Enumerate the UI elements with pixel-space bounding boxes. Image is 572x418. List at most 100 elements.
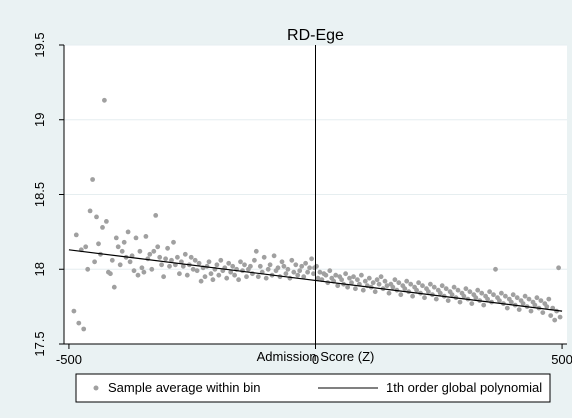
data-point (190, 266, 196, 272)
data-point (216, 272, 222, 278)
x-tick-label: 500 (551, 352, 572, 367)
data-point (485, 296, 490, 302)
y-tick-label: 19.5 (32, 32, 47, 57)
data-point (439, 283, 445, 289)
data-point (455, 287, 461, 293)
data-point (117, 262, 123, 268)
scatter-series (71, 97, 563, 332)
data-point (194, 268, 200, 274)
data-point (198, 278, 204, 284)
data-point (528, 308, 534, 314)
data-point (175, 254, 180, 260)
data-point (159, 262, 165, 268)
data-point (188, 254, 194, 260)
data-point (303, 260, 308, 266)
data-point (143, 234, 149, 239)
data-point (248, 263, 253, 269)
data-point (311, 271, 316, 277)
data-point (532, 302, 538, 308)
data-point (433, 296, 439, 302)
data-point (301, 274, 307, 280)
data-point (177, 271, 182, 277)
data-point (87, 208, 93, 214)
data-point (218, 257, 224, 263)
data-point (314, 263, 319, 269)
fit-line (68, 249, 563, 312)
data-point (149, 266, 155, 272)
data-point (475, 287, 481, 293)
data-point (255, 274, 261, 280)
data-point (359, 272, 364, 278)
data-point (180, 263, 186, 269)
data-point (171, 239, 176, 245)
data-point (102, 97, 107, 103)
data-point (96, 241, 101, 247)
data-point (362, 278, 368, 284)
data-point (333, 272, 339, 278)
data-point (100, 225, 105, 230)
data-point (374, 277, 380, 283)
data-point (94, 214, 99, 220)
data-point (125, 229, 131, 235)
data-point (508, 299, 514, 305)
data-point (538, 298, 544, 303)
data-point (127, 259, 133, 265)
data-point (552, 317, 558, 323)
data-point (526, 296, 532, 302)
data-point (309, 256, 314, 262)
y-tick-label: 19 (32, 113, 47, 127)
data-point (366, 275, 372, 281)
data-point (139, 265, 145, 271)
data-point (271, 253, 277, 259)
data-point (155, 244, 161, 250)
data-point (360, 287, 366, 293)
data-point (236, 277, 242, 283)
data-point (378, 274, 384, 280)
data-point (457, 299, 463, 305)
data-point (90, 177, 95, 182)
data-point (522, 293, 528, 299)
data-point (499, 290, 504, 296)
data-point (514, 295, 520, 301)
data-point (463, 286, 469, 292)
data-point (167, 263, 172, 269)
data-point (267, 262, 273, 268)
data-point (285, 266, 291, 272)
y-tick-label: 18 (32, 262, 47, 276)
data-point (275, 265, 281, 271)
data-point (516, 307, 522, 312)
data-point (153, 213, 159, 218)
data-point (111, 284, 117, 290)
data-point (252, 257, 257, 263)
data-point (414, 287, 419, 293)
data-point (85, 266, 91, 272)
legend-label-scatter: Sample average within bin (108, 380, 260, 395)
data-point (548, 313, 554, 318)
data-point (353, 286, 358, 292)
data-point (491, 292, 496, 298)
data-point (73, 232, 79, 238)
data-point (179, 259, 184, 265)
data-point (445, 298, 451, 303)
data-point (163, 256, 169, 262)
data-point (431, 284, 437, 290)
data-point (396, 280, 402, 286)
data-point (81, 326, 87, 332)
data-point (402, 286, 408, 292)
data-point (228, 269, 234, 275)
data-point (343, 271, 348, 277)
y-tick-label: 17.5 (32, 331, 47, 356)
data-point (141, 269, 147, 275)
data-point (510, 292, 516, 298)
data-point (497, 298, 502, 303)
data-point (540, 310, 546, 315)
data-point (556, 265, 561, 271)
data-point (451, 284, 457, 290)
data-point (307, 265, 312, 271)
legend: Sample average within bin 1th order glob… (75, 373, 551, 403)
data-point (437, 290, 443, 296)
data-point (487, 289, 492, 295)
data-point (151, 248, 157, 254)
data-point (202, 274, 208, 280)
